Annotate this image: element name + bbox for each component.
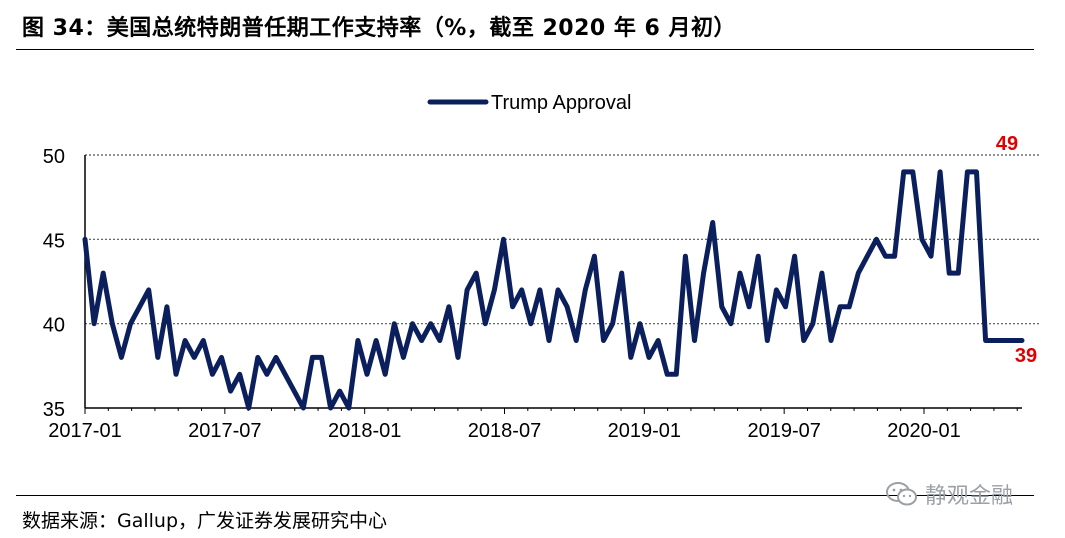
top-divider (16, 49, 1034, 50)
x-tick-label-2017-07: 2017-07 (188, 420, 261, 442)
y-tick-label-40: 40 (43, 315, 65, 337)
y-tick-label-50: 50 (43, 146, 65, 168)
x-tick-label-2018-01: 2018-01 (328, 420, 401, 442)
y-tick-label-35: 35 (43, 399, 65, 421)
x-tick-label-2020-01: 2020-01 (887, 420, 960, 442)
legend-label-0: Trump Approval (491, 92, 631, 114)
x-tick-label-2019-01: 2019-01 (608, 420, 681, 442)
figure-title: 图 34：美国总统特朗普任期工作支持率（%，截至 2020 年 6 月初） (22, 16, 736, 41)
source-note: 数据来源：Gallup，广发证券发展研究中心 (22, 510, 388, 532)
series-line-0 (82, 169, 1025, 411)
bottom-divider (16, 495, 1034, 496)
x-tick-label-2018-07: 2018-07 (468, 420, 541, 442)
x-tick-label-2017-01: 2017-01 (48, 420, 121, 442)
watermark-text: 静观金融 (925, 484, 1014, 509)
x-tick-label-2019-07: 2019-07 (747, 420, 820, 442)
y-tick-label-45: 45 (43, 230, 65, 252)
chart-plot: 35 40 45 50 2017-01 2017-07 2018-01 2018-07 2019… (43, 92, 1040, 442)
annotation-label-49: 49 (996, 133, 1018, 155)
annotation-label-39: 39 (1015, 345, 1037, 367)
wechat-icon (886, 482, 917, 506)
watermark: 静观金融 (885, 478, 1013, 510)
